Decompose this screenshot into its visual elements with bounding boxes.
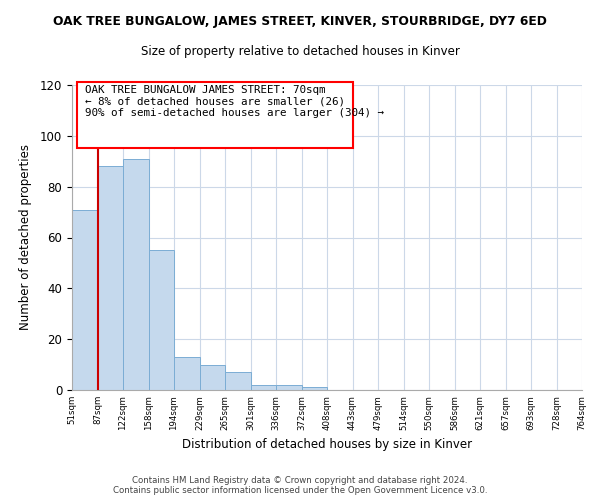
Text: OAK TREE BUNGALOW, JAMES STREET, KINVER, STOURBRIDGE, DY7 6ED: OAK TREE BUNGALOW, JAMES STREET, KINVER,… <box>53 15 547 28</box>
Bar <box>276 385 302 390</box>
Bar <box>72 210 97 390</box>
Text: OAK TREE BUNGALOW JAMES STREET: 70sqm
← 8% of detached houses are smaller (26)
9: OAK TREE BUNGALOW JAMES STREET: 70sqm ← … <box>85 85 384 118</box>
Bar <box>123 158 149 390</box>
FancyBboxPatch shape <box>77 82 353 148</box>
Text: Size of property relative to detached houses in Kinver: Size of property relative to detached ho… <box>140 45 460 58</box>
Bar <box>302 388 327 390</box>
Text: Contains HM Land Registry data © Crown copyright and database right 2024.
Contai: Contains HM Land Registry data © Crown c… <box>113 476 487 495</box>
Bar <box>225 372 251 390</box>
Bar <box>251 385 276 390</box>
Bar <box>199 364 225 390</box>
Bar <box>149 250 174 390</box>
Bar <box>174 357 199 390</box>
X-axis label: Distribution of detached houses by size in Kinver: Distribution of detached houses by size … <box>182 438 472 451</box>
Y-axis label: Number of detached properties: Number of detached properties <box>19 144 32 330</box>
Bar <box>97 166 123 390</box>
